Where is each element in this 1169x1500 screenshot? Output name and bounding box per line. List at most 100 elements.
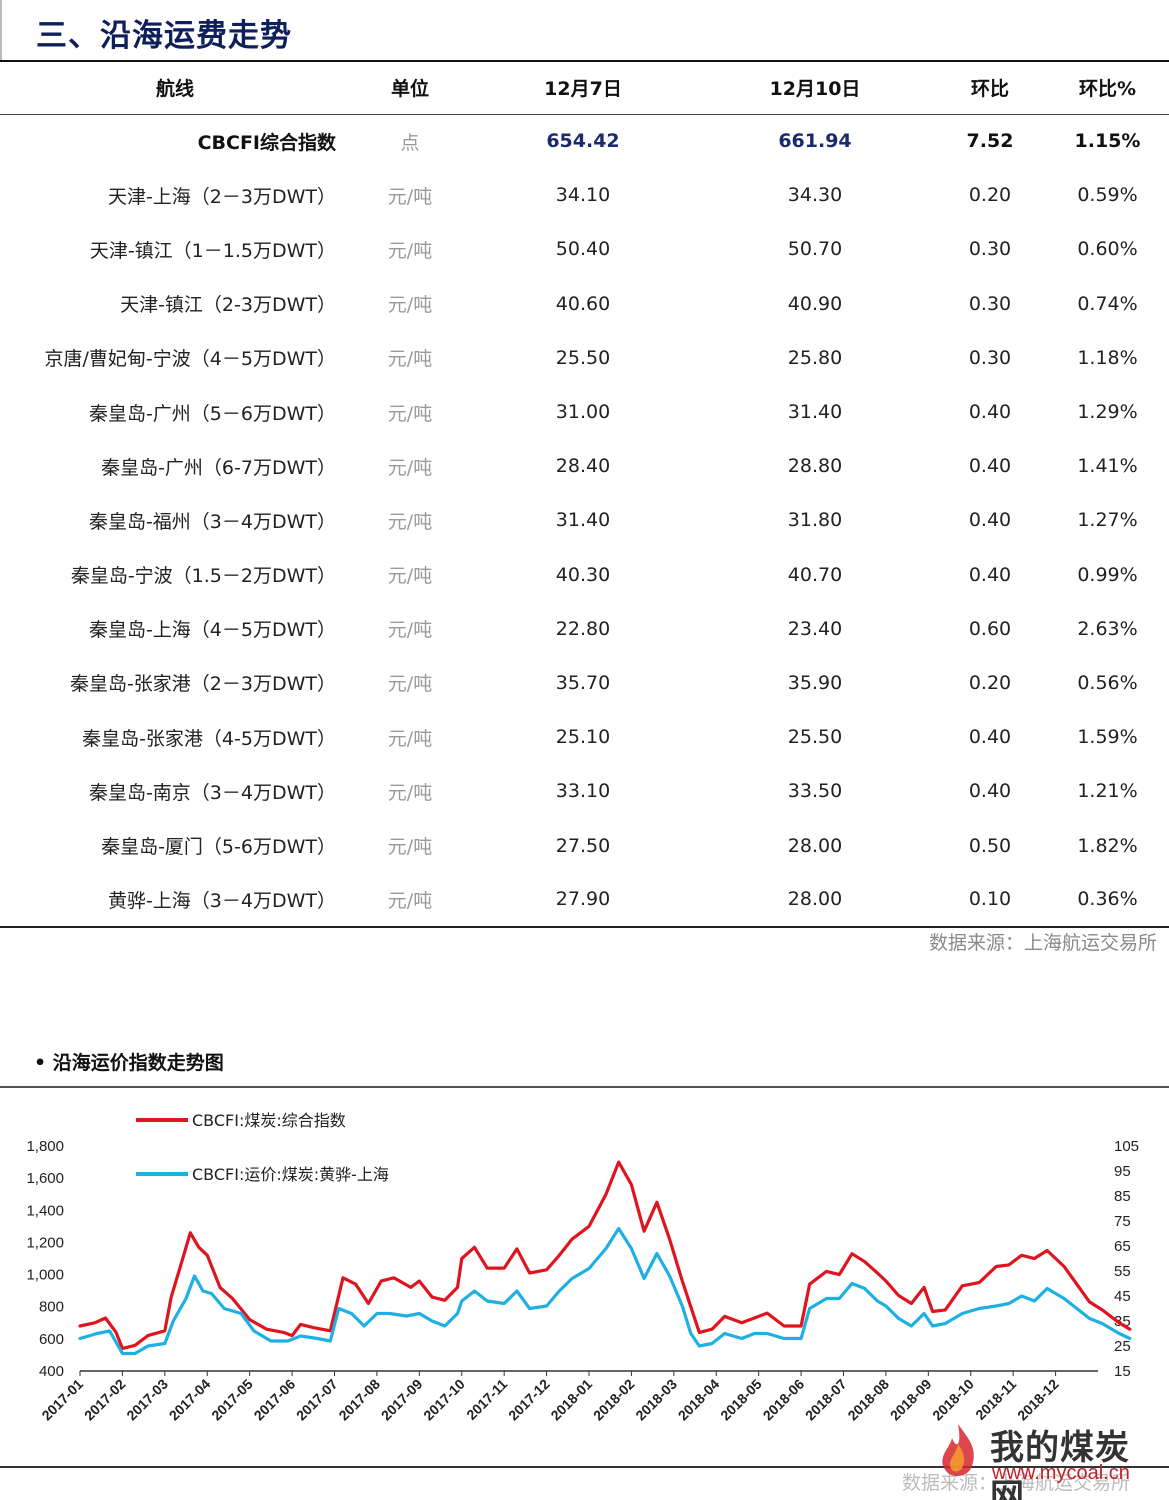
title-left-border [0,0,2,60]
chart-title: • 沿海运价指数走势图 [34,1052,224,1074]
cell-route: 秦皇岛-厦门（5-6万DWT） [101,836,336,859]
cell-unit: 元/吨 [387,565,433,588]
x-tick-label: 2018-02 [590,1376,638,1424]
cell-change-pct: 2.63% [1077,617,1138,640]
cell-unit: 元/吨 [387,348,433,371]
x-tick-label: 2017-01 [38,1376,86,1424]
cell-route: 秦皇岛-张家港（2－3万DWT） [69,673,336,696]
table-row: 天津-镇江（1－1.5万DWT） 元/吨 50.40 50.70 0.30 0.60% [0,222,1169,276]
flame-logo-icon [942,1424,974,1477]
cell-value-date-1: 31.00 [555,401,611,424]
header-change: 环比 [934,62,1046,115]
cell-change: 0.30 [968,238,1012,261]
x-tick-label: 2018-06 [760,1376,808,1424]
cell-change-pct: 1.41% [1077,455,1138,478]
header-unit: 单位 [350,62,470,115]
cell-value-date-2: 23.40 [787,617,843,640]
cell-value-date-1: 25.10 [555,726,611,749]
cell-unit: 元/吨 [387,781,433,804]
cell-change-pct: 1.29% [1077,401,1138,424]
watermark-name: 我的煤炭网 [990,1428,1130,1500]
cell-change: 0.40 [968,563,1012,586]
chart-legend: CBCFI:煤炭:综合指数 CBCFI:运价:煤炭:黄骅-上海 [136,1111,389,1184]
table-row: 秦皇岛-厦门（5-6万DWT） 元/吨 27.50 28.00 0.50 1.82% [0,818,1169,872]
cell-route: 秦皇岛-广州（5－6万DWT） [88,402,336,425]
cell-value-date-1: 654.42 [546,130,620,153]
cell-value-date-2: 40.90 [787,292,843,315]
cell-change-pct: 1.21% [1077,780,1138,803]
cell-unit: 元/吨 [387,185,433,208]
y-left-tick-label: 400 [39,1363,64,1380]
y-left-tick-label: 600 [39,1331,64,1348]
cell-value-date-1: 27.50 [555,834,611,857]
x-tick-label: 2017-10 [420,1376,468,1424]
cell-change: 0.40 [968,509,1012,532]
y-right-tick-label: 85 [1114,1188,1131,1205]
table-row: 黄骅-上海（3－4万DWT） 元/吨 27.90 28.00 0.10 0.36% [0,872,1169,928]
y-right-tick-label: 65 [1114,1238,1131,1255]
section-title: 三、沿海运费走势 [36,18,292,54]
data-source-note: 数据来源：上海航运交易所 [928,932,1157,954]
cell-route: CBCFI综合指数 [197,131,336,154]
y-right-tick-label: 75 [1114,1213,1131,1230]
cell-value-date-2: 25.50 [787,726,843,749]
header-route: 航线 [0,62,350,115]
x-tick-label: 2017-05 [208,1376,256,1424]
cell-change-pct: 0.56% [1077,671,1138,694]
cell-value-date-1: 27.90 [470,872,696,928]
x-tick-label: 2017-07 [293,1376,341,1424]
watermark-url: www.mycoal.cn [992,1462,1130,1484]
table-row: 秦皇岛-广州（6-7万DWT） 元/吨 28.40 28.80 0.40 1.41% [0,439,1169,493]
x-tick-label: 2018-11 [972,1376,1019,1423]
cell-change-pct: 0.74% [1077,292,1138,315]
cell-value-date-2: 661.94 [778,130,852,153]
cell-change: 0.40 [968,401,1012,424]
cell-change: 7.52 [966,130,1014,153]
cell-unit: 元/吨 [387,727,433,750]
cell-change-pct: 0.59% [1077,184,1138,207]
cell-change-pct: 1.27% [1077,509,1138,532]
cell-change-pct: 0.36% [1046,872,1169,928]
header-date-1: 12月7日 [470,62,696,115]
x-tick-label: 2018-01 [547,1376,595,1424]
cell-value-date-2: 35.90 [787,671,843,694]
cell-unit: 元/吨 [387,510,433,533]
cell-unit: 元/吨 [387,673,433,696]
chart-rule [0,1086,1169,1088]
legend-label-composite: CBCFI:煤炭:综合指数 [192,1111,346,1130]
cell-value-date-1: 31.40 [555,509,611,532]
cell-unit: 元/吨 [387,239,433,262]
cell-unit: 元/吨 [387,836,433,859]
cell-unit: 元/吨 [387,456,433,479]
title-rule [0,60,1169,62]
table-header-row: 航线 单位 12月7日 12月10日 环比 环比% [0,62,1169,115]
cell-unit: 元/吨 [387,619,433,642]
x-tick-label: 2017-11 [463,1376,510,1423]
x-tick-label: 2018-08 [844,1376,892,1424]
table-row: 秦皇岛-张家港（4-5万DWT） 元/吨 25.10 25.50 0.40 1.59% [0,710,1169,764]
cell-unit: 元/吨 [387,402,433,425]
table-row: 秦皇岛-张家港（2－3万DWT） 元/吨 35.70 35.90 0.20 0.56% [0,656,1169,710]
cell-route: 天津-镇江（2-3万DWT） [120,294,336,317]
cell-value-date-1: 40.30 [555,563,611,586]
cell-change: 0.40 [968,780,1012,803]
table-row: 秦皇岛-广州（5－6万DWT） 元/吨 31.00 31.40 0.40 1.29% [0,385,1169,439]
cell-route: 天津-上海（2－3万DWT） [107,185,336,208]
cell-value-date-2: 50.70 [787,238,843,261]
table-row: 秦皇岛-福州（3－4万DWT） 元/吨 31.40 31.80 0.40 1.27% [0,493,1169,547]
cell-change-pct: 1.15% [1074,130,1141,153]
cell-value-date-1: 35.70 [555,671,611,694]
x-tick-label: 2018-03 [632,1376,680,1424]
cell-change: 0.20 [968,671,1012,694]
x-tick-label: 2018-05 [717,1376,765,1424]
cell-value-date-2: 33.50 [787,780,843,803]
cell-change-pct: 1.18% [1077,346,1138,369]
table-row: 京唐/曹妃甸-宁波（4－5万DWT） 元/吨 25.50 25.80 0.30 1.18% [0,331,1169,385]
y-left-tick-label: 800 [39,1299,64,1316]
y-right-tick-label: 105 [1114,1138,1139,1155]
cell-value-date-1: 25.50 [555,346,611,369]
x-tick-label: 2018-09 [887,1376,935,1424]
table-row: 秦皇岛-宁波（1.5－2万DWT） 元/吨 40.30 40.70 0.40 0.99% [0,548,1169,602]
cell-value-date-1: 40.60 [555,292,611,315]
cell-route: 秦皇岛-张家港（4-5万DWT） [82,727,336,750]
